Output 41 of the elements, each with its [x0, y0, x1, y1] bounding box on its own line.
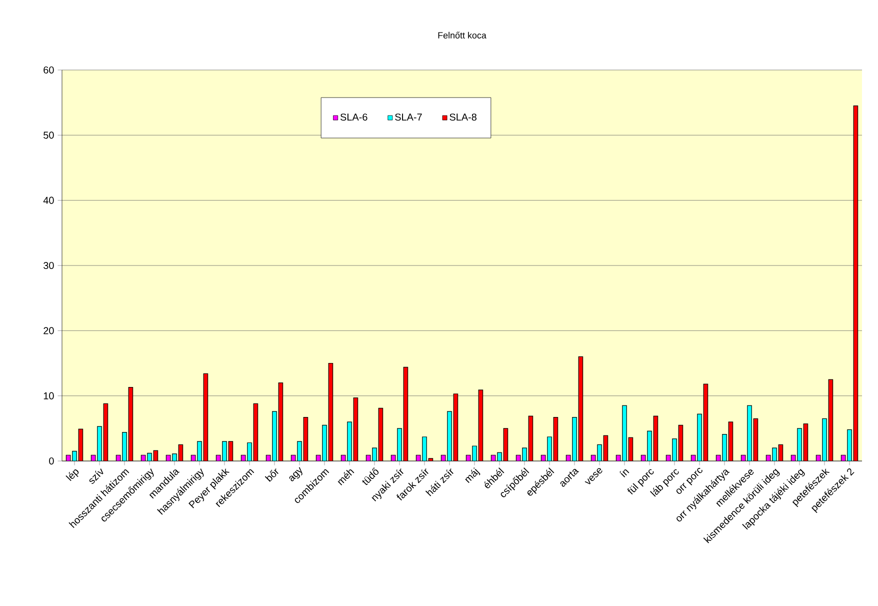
y-tick-label: 50 [44, 132, 54, 139]
bar [597, 444, 602, 461]
y-tick-label: 40 [43, 196, 54, 204]
bar [822, 418, 827, 461]
legend-label: SLA-6 [340, 114, 368, 121]
bar [347, 422, 352, 461]
bar [422, 436, 427, 461]
y-tick-label: 60 [44, 66, 54, 74]
x-tick-label: bőr [264, 468, 278, 482]
bar [222, 441, 227, 461]
bar [672, 438, 677, 461]
bar [547, 436, 552, 461]
chart-title: Felnőtt koca [438, 32, 486, 39]
bar [247, 442, 252, 461]
bar [847, 429, 852, 461]
bar [797, 428, 802, 461]
x-tick-label: vese [584, 468, 602, 484]
y-tick-label: 20 [44, 327, 54, 334]
y-tick-label: 0 [49, 457, 54, 465]
bar [97, 426, 102, 461]
bar [747, 406, 752, 461]
bar [322, 425, 327, 461]
bar [297, 441, 302, 461]
x-tick-label: méh [338, 469, 354, 486]
bar [722, 434, 727, 461]
bar [122, 432, 127, 461]
bar [622, 406, 627, 461]
bar [272, 411, 277, 461]
bar [647, 431, 652, 461]
bar [397, 428, 402, 461]
x-tick-label: lép [66, 469, 79, 482]
bar [697, 414, 702, 461]
legend-label: SLA-7 [395, 114, 422, 121]
bar [447, 411, 452, 461]
x-tick-label: máj [465, 467, 480, 483]
y-tick-label: 30 [44, 262, 54, 270]
y-tick-label: 10 [44, 392, 54, 400]
legend-label: SLA-8 [450, 114, 476, 121]
x-tick-label: ín [620, 469, 630, 478]
bar [197, 441, 202, 461]
bar [572, 417, 577, 461]
